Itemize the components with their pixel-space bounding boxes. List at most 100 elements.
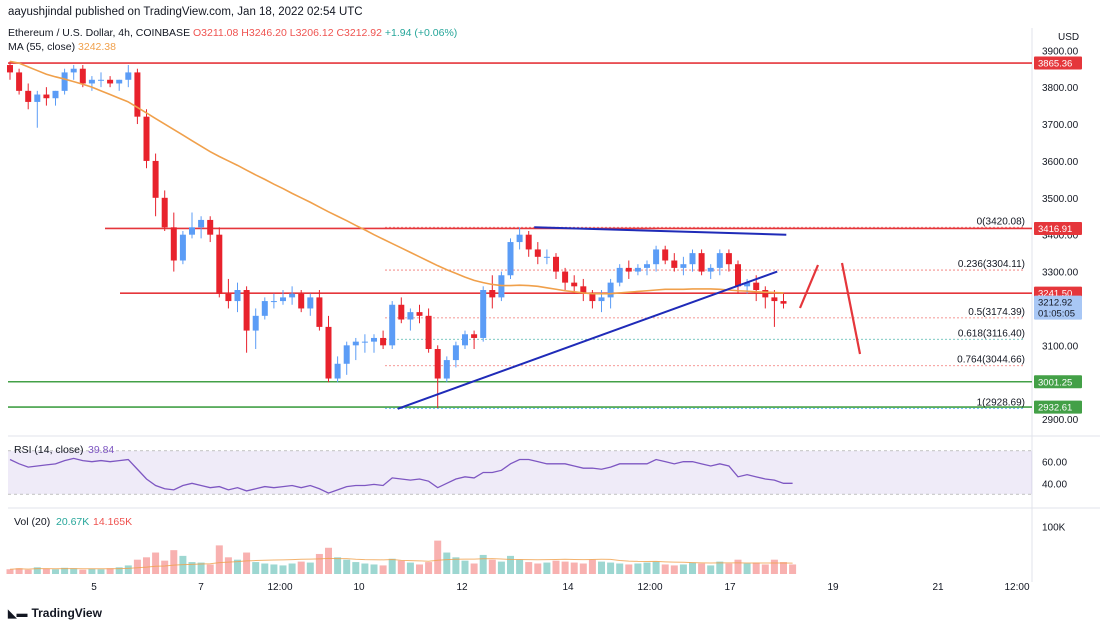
volume-bar [170, 550, 178, 574]
price-tick-label: 3300.00 [1042, 268, 1079, 279]
candle-body [525, 234, 532, 250]
volume-bar [452, 557, 460, 574]
rsi-legend-value: 39.84 [88, 444, 114, 456]
candle-body [607, 282, 614, 298]
candle-body [416, 312, 423, 316]
candle-body [771, 297, 778, 302]
volume-bar [306, 562, 314, 574]
volume-bar [397, 560, 405, 574]
volume-bar [42, 568, 50, 574]
ma-legend[interactable]: MA (55, close) 3242.38 [8, 41, 457, 53]
volume-bar [598, 561, 605, 574]
volume-bar [215, 545, 223, 574]
candle-body [753, 282, 760, 291]
volume-bar [470, 563, 478, 574]
candle-body [398, 304, 405, 320]
candle-body [352, 341, 359, 346]
price-tick-label: 3900.00 [1042, 46, 1079, 57]
ma-value: 3242.38 [78, 41, 116, 53]
candle-body [261, 301, 268, 316]
candle-body [644, 264, 650, 268]
ma-label: MA (55, close) [8, 41, 76, 53]
candle-body [580, 286, 587, 294]
candle-body [462, 334, 468, 346]
price-tick-label: 3100.00 [1042, 341, 1079, 352]
volume-bar [752, 562, 760, 574]
volume-bar [343, 559, 351, 574]
price-badge-label: 3001.25 [1038, 377, 1072, 388]
candle-body [489, 290, 496, 298]
volume-bar [707, 565, 715, 574]
volume-bar [525, 562, 533, 574]
volume-bar [288, 563, 296, 574]
volume-bar [507, 555, 514, 574]
candle-body [589, 293, 596, 302]
volume-bar [252, 562, 260, 574]
volume-bar [370, 564, 378, 574]
candle-body [125, 72, 132, 80]
candle-body [25, 90, 32, 102]
volume-bar [516, 559, 524, 574]
candle-body [389, 304, 396, 346]
x-tick-label: 5 [91, 582, 97, 593]
volume-bar [561, 561, 569, 574]
volume-bar [361, 563, 369, 574]
x-tick-label: 7 [198, 582, 204, 593]
volume-ma-line [9, 557, 793, 570]
volume-bar [234, 559, 241, 574]
price-badge [1034, 375, 1082, 389]
projection-up-stroke [798, 264, 820, 309]
candle-body [88, 79, 95, 84]
candle-body [571, 282, 578, 287]
volume-bar [124, 565, 132, 574]
x-tick-label: 12:00 [1004, 582, 1029, 593]
x-tick-label: 17 [724, 582, 736, 593]
price-tick-label: 3800.00 [1042, 83, 1079, 94]
candle-body [325, 326, 332, 379]
candle-body [716, 253, 723, 268]
volume-bar [579, 563, 587, 574]
volume-bar [406, 562, 414, 574]
candle-body [143, 116, 150, 161]
price-badge-countdown: 01:05:05 [1038, 309, 1075, 320]
candle-body [452, 345, 459, 361]
tradingview-logo[interactable]: ◣▬ TradingView [8, 606, 102, 620]
candle-body [634, 267, 641, 272]
chart-header: aayushjindal published on TradingView.co… [8, 6, 457, 53]
volume-bar [70, 568, 78, 574]
volume-bar [443, 552, 451, 574]
candle-body [207, 219, 214, 235]
candle-body [562, 271, 569, 283]
candle-body [34, 94, 41, 102]
candle-body [744, 282, 751, 287]
volume-bar [670, 565, 678, 574]
candle-body [725, 253, 732, 265]
volume-bar [61, 567, 69, 574]
volume-bar [789, 564, 797, 574]
price-tick-label: 3400.00 [1042, 231, 1079, 242]
fib-level-label: 0.618(3116.40) [958, 328, 1025, 339]
tradingview-brand: TradingView [31, 606, 102, 620]
volume-ma-value: 14.165K [93, 516, 132, 528]
rsi-line [9, 457, 793, 494]
price-badge-label: 3416.91 [1038, 224, 1072, 235]
volume-bar [52, 569, 59, 574]
volume-bar [434, 540, 442, 574]
fib-level-label: 1(2928.69) [977, 398, 1025, 409]
volume-bar [315, 553, 323, 574]
candle-body [471, 334, 478, 338]
volume-bar [616, 563, 624, 574]
candle-body [671, 260, 678, 268]
candle-body [152, 160, 159, 198]
candle-body [616, 267, 623, 283]
price-badge [1034, 400, 1082, 414]
candle-body [198, 219, 205, 228]
fib-level-label: 0.5(3174.39) [968, 307, 1025, 318]
fib-level-label: 0.764(3044.66) [957, 355, 1025, 366]
candle-body [662, 249, 669, 261]
volume-bar [643, 562, 651, 574]
tradingview-logo-icon: ◣▬ [8, 607, 28, 620]
candle-body [243, 290, 250, 331]
volume-bar [689, 562, 696, 574]
